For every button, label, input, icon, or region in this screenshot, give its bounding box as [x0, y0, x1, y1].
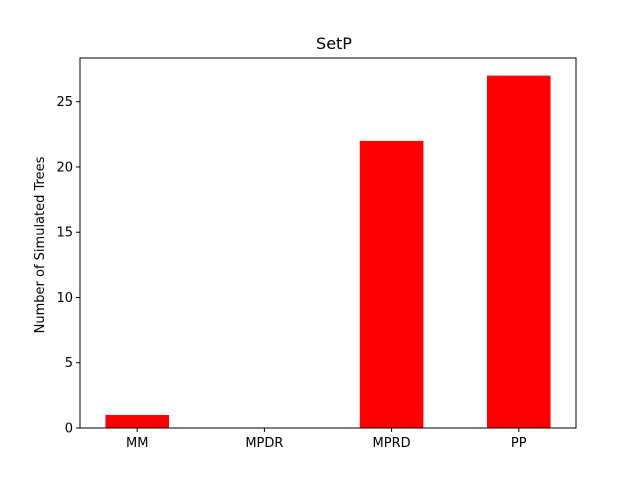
y-axis-label: Number of Simulated Trees — [33, 156, 48, 333]
y-tick-label: 5 — [65, 356, 73, 371]
plot-frame — [79, 57, 577, 429]
bar-mprd — [359, 140, 424, 428]
bar-mm — [105, 414, 170, 428]
x-tick-label: PP — [511, 436, 527, 451]
y-ticks: 0 5 10 15 20 25 — [56, 95, 80, 437]
chart-title: SetP — [316, 34, 352, 53]
y-tick-label: 10 — [56, 291, 73, 306]
x-tick-label: MM — [126, 436, 148, 451]
x-ticks: MM MPDR MPRD PP — [126, 428, 527, 451]
y-tick-label: 15 — [56, 226, 73, 241]
x-tick-label: MPRD — [373, 436, 411, 451]
bars-layer — [105, 75, 551, 428]
y-tick-label: 0 — [65, 422, 73, 437]
bar-pp — [486, 75, 551, 428]
x-tick-label: MPDR — [245, 436, 283, 451]
y-tick-label: 20 — [56, 160, 73, 175]
y-tick-label: 25 — [56, 95, 73, 110]
